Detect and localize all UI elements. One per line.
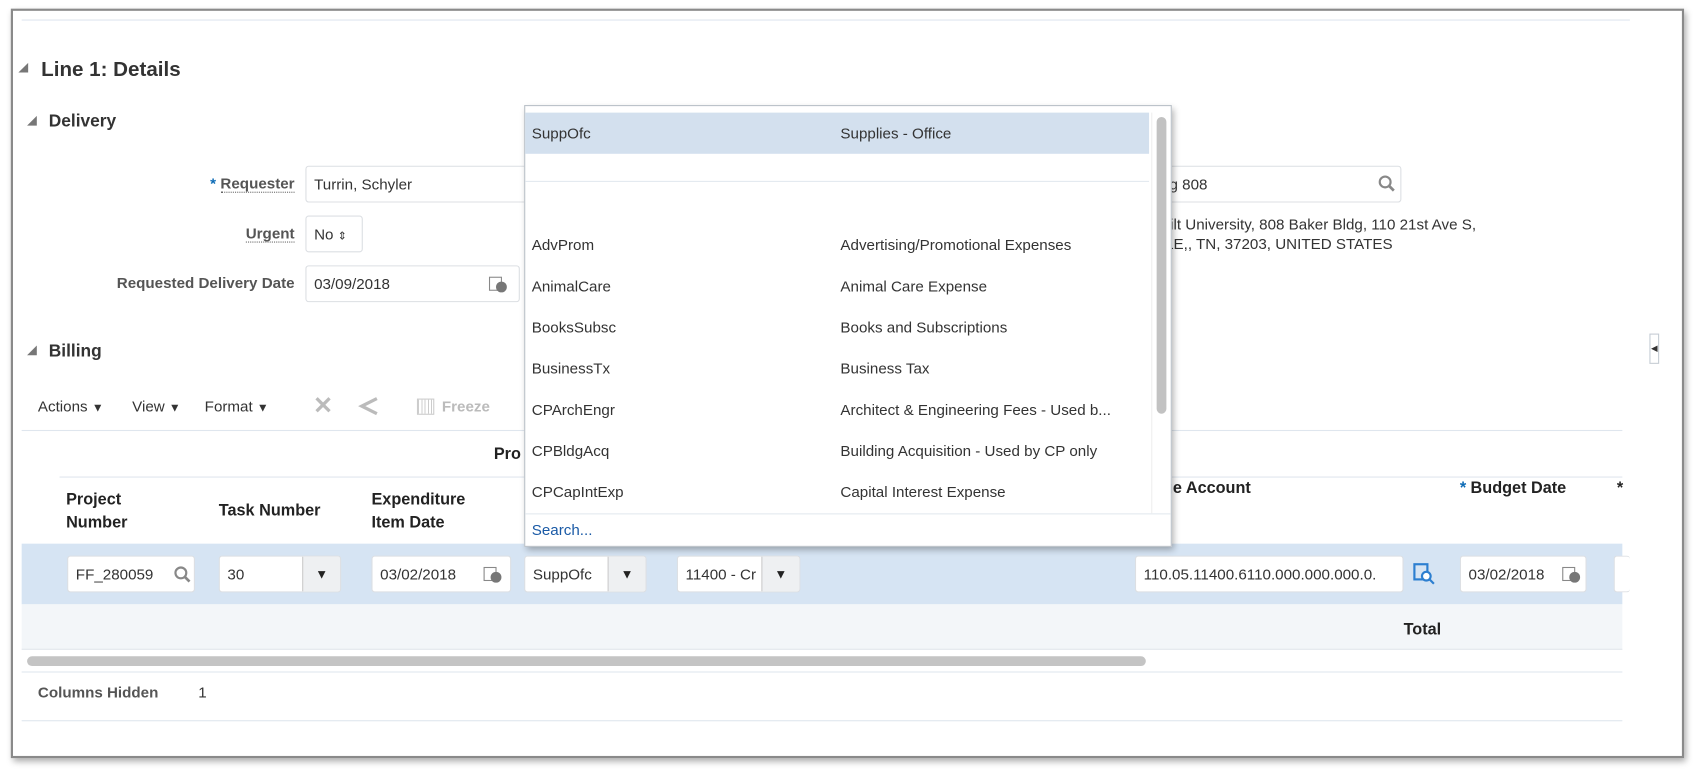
dropdown-arrow-icon[interactable]: ▼	[302, 556, 341, 592]
option-description: Architect & Engineering Fees - Used b...	[840, 400, 1111, 419]
section-title: Line 1: Details	[41, 58, 181, 82]
option-code: AdvProm	[531, 236, 595, 254]
total-label: Total	[1403, 620, 1442, 639]
urgent-select[interactable]: No ⇕	[305, 215, 363, 253]
billing-title: Billing	[48, 342, 102, 361]
address-line: LLE,, TN, 37203, UNITED STATES	[1156, 235, 1393, 253]
col-expenditure-item-date[interactable]: Expenditure Item Date	[371, 490, 466, 532]
divider	[525, 180, 1150, 182]
required-icon: *	[1459, 478, 1467, 498]
search-link[interactable]: Search...	[531, 520, 593, 539]
col-project-number[interactable]: Project Number	[66, 490, 128, 532]
required-icon: *	[1616, 478, 1624, 498]
dropdown-arrow-icon[interactable]: ▼	[607, 556, 646, 592]
col-task-number[interactable]: Task Number	[218, 501, 321, 520]
dropdown-option[interactable]: AdvProm Advertising/Promotional Expenses	[525, 224, 1149, 265]
task-number-select[interactable]: 30 ▼	[218, 555, 342, 593]
delivery-date-input[interactable]: 03/09/2018	[305, 265, 520, 303]
account-search-icon[interactable]	[1412, 562, 1436, 586]
dropdown-scrollbar-track[interactable]	[1151, 112, 1170, 514]
divider	[525, 513, 1171, 515]
option-code: AnimalCare	[531, 277, 611, 295]
option-description: Books and Subscriptions	[840, 318, 1008, 336]
freeze-button[interactable]: Freeze	[441, 397, 490, 415]
next-cell-input[interactable]	[1613, 555, 1630, 593]
option-description: Advertising/Promotional Expenses	[840, 236, 1072, 254]
collapse-panel-handle[interactable]: ◀	[1649, 333, 1660, 364]
dropdown-option[interactable]: CPBldgAcq Building Acquisition - Used by …	[525, 430, 1149, 471]
calendar-icon[interactable]	[483, 564, 502, 583]
budget-date-input[interactable]: 03/02/2018	[1459, 555, 1587, 593]
dropdown-option[interactable]: BusinessTx Business Tax	[525, 348, 1149, 389]
freeze-icon	[416, 398, 435, 415]
collapse-triangle-icon[interactable]	[27, 345, 37, 356]
charge-account-input[interactable]: 110.05.11400.6110.000.000.000.0.	[1134, 555, 1404, 593]
expenditure-date-input[interactable]: 03/02/2018	[371, 555, 512, 593]
column-group-header: Pro	[493, 445, 521, 464]
dropdown-arrow-icon: ▼	[256, 401, 269, 415]
calendar-icon[interactable]	[488, 274, 507, 293]
expenditure-type-select[interactable]: SuppOfc ▼	[524, 555, 647, 593]
calendar-icon[interactable]	[1562, 564, 1581, 583]
organization-select[interactable]: 11400 - Cr ▼	[676, 555, 801, 593]
option-description: Animal Care Expense	[840, 277, 988, 295]
dropdown-option[interactable]: CPCapIntExp Capital Interest Expense	[525, 471, 1149, 512]
option-code: CPCapIntExp	[531, 483, 624, 501]
expenditure-type-dropdown: SuppOfc Supplies - Office AdvProm Advertis…	[524, 105, 1172, 547]
horizontal-scrollbar[interactable]	[27, 656, 1146, 667]
total-row	[21, 604, 1623, 650]
dropdown-option[interactable]: AnimalCare Animal Care Expense	[525, 265, 1149, 306]
dropdown-arrow-icon[interactable]: ▼	[761, 556, 800, 592]
location-input[interactable]: ldg 808	[1147, 165, 1402, 203]
required-icon: *	[210, 174, 217, 192]
dropdown-scrollbar-thumb[interactable]	[1156, 116, 1167, 414]
option-description: Capital Interest Expense	[840, 483, 1006, 501]
address-line: rbilt University, 808 Baker Bldg, 110 21…	[1156, 215, 1477, 233]
collapse-triangle-icon[interactable]	[18, 62, 29, 73]
format-menu[interactable]: Format ▼	[204, 397, 269, 415]
split-icon[interactable]	[357, 396, 379, 416]
option-code: CPArchEngr	[531, 400, 615, 419]
delivery-title: Delivery	[48, 112, 117, 132]
actions-menu[interactable]: Actions ▼	[37, 397, 104, 415]
delete-icon[interactable]: ✕	[312, 392, 333, 420]
option-code: CPBldgAcq	[531, 441, 610, 460]
view-menu[interactable]: View ▼	[132, 397, 181, 415]
col-budget-date[interactable]: * Budget Date	[1459, 478, 1567, 498]
collapse-triangle-icon[interactable]	[27, 115, 37, 126]
dropdown-option[interactable]: BooksSubsc Books and Subscriptions	[525, 306, 1149, 347]
search-icon[interactable]	[173, 565, 191, 583]
requester-label: * Requester	[210, 174, 295, 193]
option-code: BusinessTx	[531, 359, 611, 377]
requester-input[interactable]: Turrin, Schyler	[305, 165, 544, 203]
col-charge-account[interactable]: rge Account	[1156, 478, 1251, 498]
dropdown-arrow-icon: ▼	[91, 401, 104, 415]
dropdown-arrow-icon: ▼	[168, 401, 181, 415]
search-icon[interactable]	[1378, 174, 1396, 192]
divider	[21, 720, 1623, 722]
option-description: Business Tax	[840, 359, 930, 377]
urgent-label: Urgent	[245, 224, 295, 243]
updown-icon: ⇕	[337, 230, 347, 243]
dropdown-option-selected[interactable]: SuppOfc Supplies - Office	[525, 112, 1150, 154]
divider	[21, 671, 1623, 673]
project-number-input[interactable]: FF_280059	[67, 555, 195, 593]
divider	[21, 19, 1630, 21]
dropdown-option[interactable]: CPArchEngr Architect & Engineering Fees -…	[525, 389, 1149, 430]
columns-hidden-label: Columns Hidden	[37, 683, 159, 701]
columns-hidden-count: 1	[198, 683, 207, 701]
option-code: BooksSubsc	[531, 318, 617, 336]
option-description: Building Acquisition - Used by CP only	[840, 441, 1098, 460]
delivery-date-label: Requested Delivery Date	[116, 273, 295, 292]
